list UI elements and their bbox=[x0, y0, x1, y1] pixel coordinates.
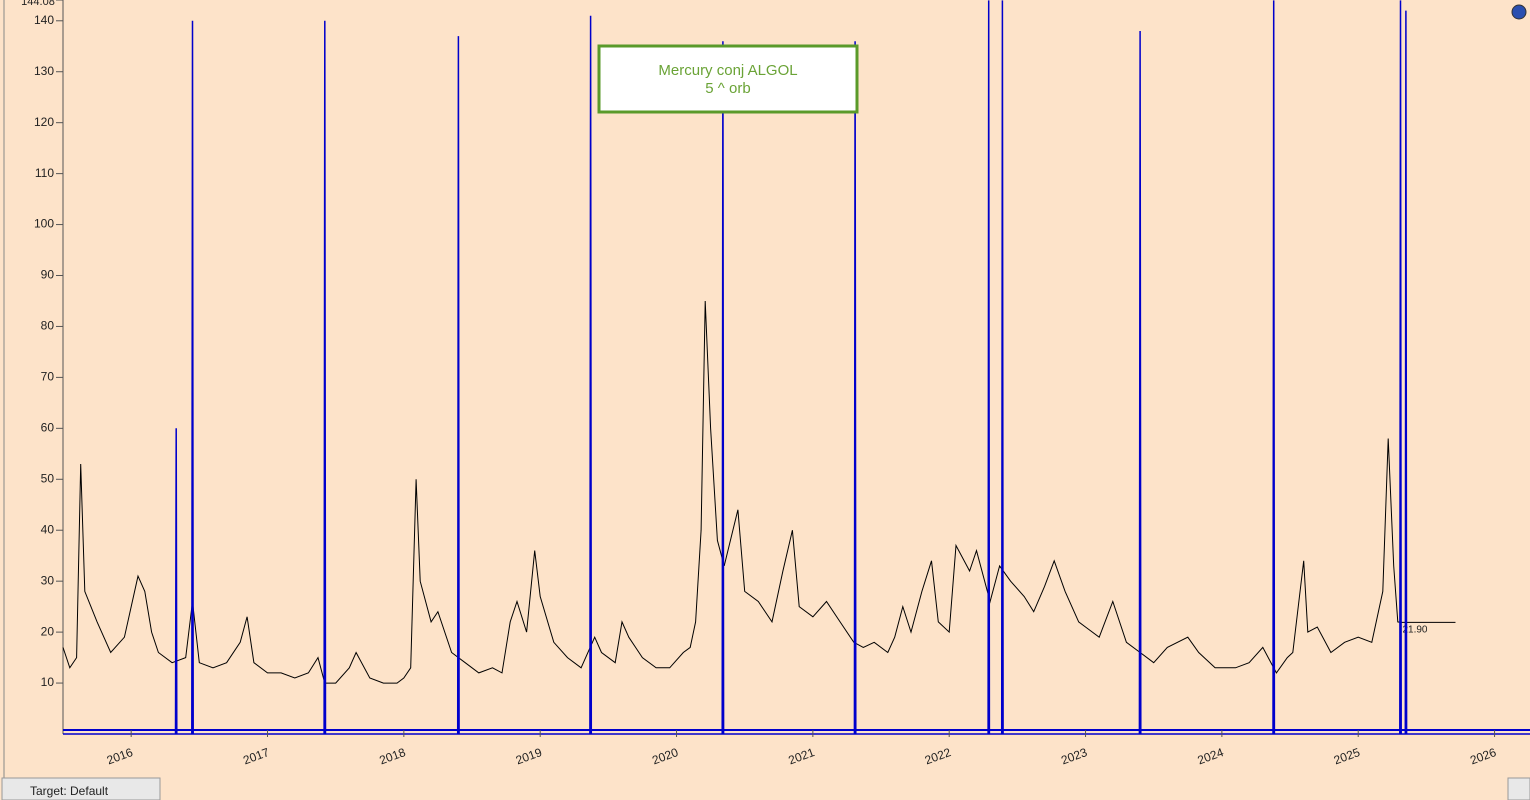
y-tick-label: 70 bbox=[41, 370, 55, 384]
series-line bbox=[63, 0, 1530, 735]
legend-label: Mercury conj ALGOL bbox=[658, 62, 797, 79]
scroll-button[interactable] bbox=[1507, 777, 1530, 800]
y-tick-label: 90 bbox=[41, 268, 55, 282]
last-value-label: 21.90 bbox=[1402, 624, 1427, 635]
series-line bbox=[62, 300, 1401, 684]
y-tick-label: 110 bbox=[35, 166, 54, 180]
globe-icon[interactable] bbox=[1511, 4, 1527, 20]
y-tick-label: 60 bbox=[41, 421, 55, 435]
status-bar bbox=[1, 777, 161, 800]
y-tick-label: 100 bbox=[34, 217, 54, 231]
y-tick-label: 144.08 bbox=[21, 0, 55, 8]
y-tick-label: 20 bbox=[41, 624, 55, 638]
legend: Mercury conj ALGOL 5 ^ orb bbox=[597, 44, 859, 114]
status-target: Target: Default bbox=[30, 784, 109, 798]
y-tick-label: 80 bbox=[41, 319, 55, 333]
y-tick-label: 10 bbox=[41, 675, 55, 689]
legend-note: 5 ^ orb bbox=[705, 80, 750, 97]
y-tick-label: 30 bbox=[41, 573, 55, 587]
y-tick-label: 50 bbox=[41, 471, 55, 485]
plot: 21.90 bbox=[62, 0, 1530, 735]
y-tick-label: 140 bbox=[34, 13, 54, 27]
y-tick-label: 130 bbox=[34, 64, 54, 78]
y-tick-label: 120 bbox=[34, 115, 54, 129]
legend-box bbox=[597, 44, 859, 114]
y-tick-label: 40 bbox=[41, 522, 55, 536]
